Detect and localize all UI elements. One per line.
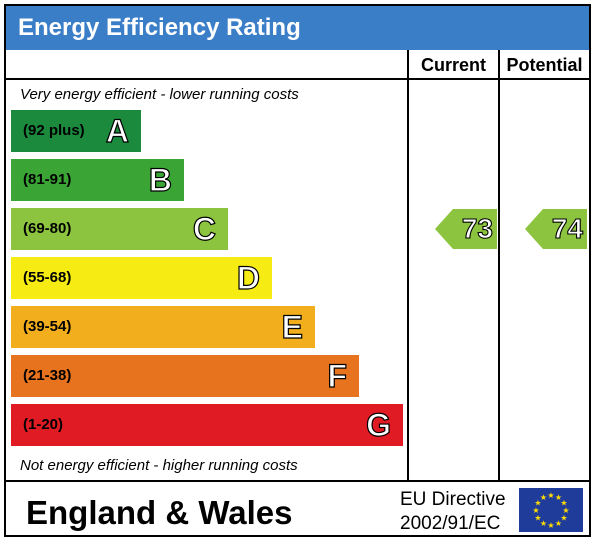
- band-range-label: (39-54): [23, 318, 72, 335]
- bottom-note: Not energy efficient - higher running co…: [20, 457, 298, 474]
- eu-star-icon: ★: [555, 493, 562, 502]
- potential-rating-value: 74: [551, 212, 583, 244]
- band-g: (1-20) G: [11, 404, 403, 446]
- current-arrow-shape: [435, 209, 497, 249]
- eu-star-icon: ★: [532, 506, 539, 515]
- band-letter: A: [105, 112, 129, 149]
- current-column-header: Current: [420, 55, 486, 75]
- band-d: (55-68) D: [11, 257, 272, 299]
- current-column-divider: [407, 50, 409, 480]
- eu-star-icon: ★: [560, 499, 567, 508]
- current-rating-value: 73: [461, 212, 493, 244]
- potential-column-divider: [498, 50, 500, 480]
- band-letter: G: [366, 406, 392, 443]
- potential-column-header: Potential: [506, 55, 583, 75]
- footer-country: England & Wales: [26, 494, 293, 531]
- eu-star-icon: ★: [540, 519, 547, 528]
- band-e: (39-54) E: [11, 306, 315, 348]
- footer-divider: [6, 480, 589, 482]
- current-rating-arrow: 73: [435, 209, 497, 249]
- band-range-label: (69-80): [23, 220, 72, 237]
- band-letter: B: [148, 161, 172, 198]
- top-note: Very energy efficient - lower running co…: [20, 86, 299, 103]
- chart-title: Energy Efficiency Rating: [6, 6, 589, 50]
- eu-star-icon: ★: [555, 519, 562, 528]
- band-f: (21-38) F: [11, 355, 359, 397]
- band-range-label: (1-20): [23, 416, 64, 433]
- band-range-label: (92 plus): [23, 122, 85, 139]
- directive-line-1: EU Directive: [400, 489, 506, 510]
- eu-star-icon: ★: [562, 506, 569, 515]
- band-letter: E: [281, 308, 304, 345]
- band-letter: F: [327, 357, 348, 394]
- band-c: (69-80) C: [11, 208, 228, 250]
- eu-star-icon: ★: [547, 521, 554, 530]
- eu-star-icon: ★: [547, 491, 554, 500]
- band-b: (81-91) B: [11, 159, 184, 201]
- footer-directive: EU Directive 2002/91/EC: [400, 488, 506, 536]
- band-range-label: (21-38): [23, 367, 72, 384]
- eu-flag-icon: ★ ★ ★ ★ ★ ★ ★ ★ ★ ★ ★ ★: [519, 488, 583, 532]
- header-divider: [6, 78, 589, 80]
- potential-rating-arrow: 74: [525, 209, 587, 249]
- band-range-label: (81-91): [23, 171, 72, 188]
- band-range-label: (55-68): [23, 269, 72, 286]
- eu-star-icon: ★: [534, 499, 541, 508]
- epc-frame: Energy Efficiency Rating Current Potenti…: [4, 4, 591, 537]
- eu-star-icon: ★: [534, 514, 541, 523]
- eu-stars: ★ ★★★★★★★★★★★: [532, 491, 569, 530]
- band-a: (92 plus) A: [11, 110, 141, 152]
- eu-star-icon: ★: [540, 493, 547, 502]
- band-letter: D: [236, 259, 260, 296]
- eu-star-icon: ★: [560, 514, 567, 523]
- band-letter: C: [192, 210, 216, 247]
- directive-line-2: 2002/91/EC: [400, 513, 501, 534]
- potential-arrow-shape: [525, 209, 587, 249]
